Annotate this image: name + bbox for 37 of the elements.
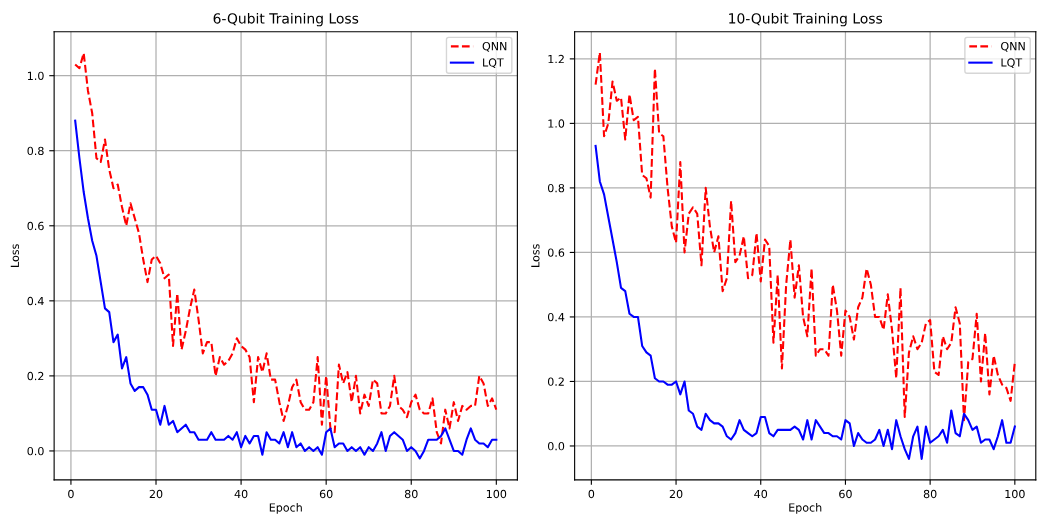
y-tick-label: 0.2 xyxy=(27,371,44,381)
x-tick-label: 20 xyxy=(149,489,163,499)
y-tick-label: 0.0 xyxy=(27,446,44,456)
y-tick-label: 0.6 xyxy=(27,221,44,231)
x-tick-label: 100 xyxy=(1005,489,1025,499)
x-tick-label: 40 xyxy=(234,489,248,499)
y-tick-label: 0.8 xyxy=(27,146,44,156)
y-axis-title: Loss xyxy=(10,244,20,267)
legend-label: LQT xyxy=(483,58,504,68)
x-tick-label: 40 xyxy=(754,489,768,499)
chart-title: 6-Qubit Training Loss xyxy=(213,12,359,27)
line-series xyxy=(74,119,498,460)
y-tick-label: 0.6 xyxy=(547,248,565,257)
x-tick-label: 80 xyxy=(404,489,418,499)
y-axis-title: Loss xyxy=(531,244,540,267)
x-tick-label: 20 xyxy=(669,489,683,499)
legend-label: LQT xyxy=(1001,58,1023,68)
chart-title: 10-Qubit Training Loss xyxy=(729,12,883,27)
x-tick-label: 100 xyxy=(486,489,507,499)
y-tick-label: 0.2 xyxy=(547,377,564,386)
y-tick-label: 0.4 xyxy=(27,296,44,306)
x-axis-title: Epoch xyxy=(789,503,822,514)
x-tick-label: 80 xyxy=(923,489,937,499)
y-tick-label: 0.4 xyxy=(547,312,565,322)
x-tick-label: 60 xyxy=(839,489,852,499)
y-tick-label: 0.8 xyxy=(547,183,565,193)
y-tick-label: 1.0 xyxy=(27,71,44,81)
y-tick-label: 1.0 xyxy=(548,119,565,128)
x-tick-label: 60 xyxy=(319,489,333,499)
y-tick-label: 0.0 xyxy=(547,441,565,451)
y-tick-label: 1.2 xyxy=(548,54,564,64)
legend-label: QNN xyxy=(1001,41,1025,52)
x-tick-label: 0 xyxy=(588,489,595,499)
legend-label: QNN xyxy=(482,41,507,52)
line-series xyxy=(594,144,1016,460)
x-tick-label: 0 xyxy=(68,489,74,499)
x-axis-title: Epoch xyxy=(269,503,302,514)
